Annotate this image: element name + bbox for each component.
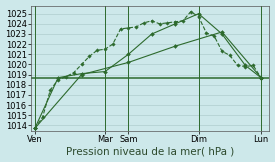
- X-axis label: Pression niveau de la mer( hPa ): Pression niveau de la mer( hPa ): [66, 146, 234, 156]
